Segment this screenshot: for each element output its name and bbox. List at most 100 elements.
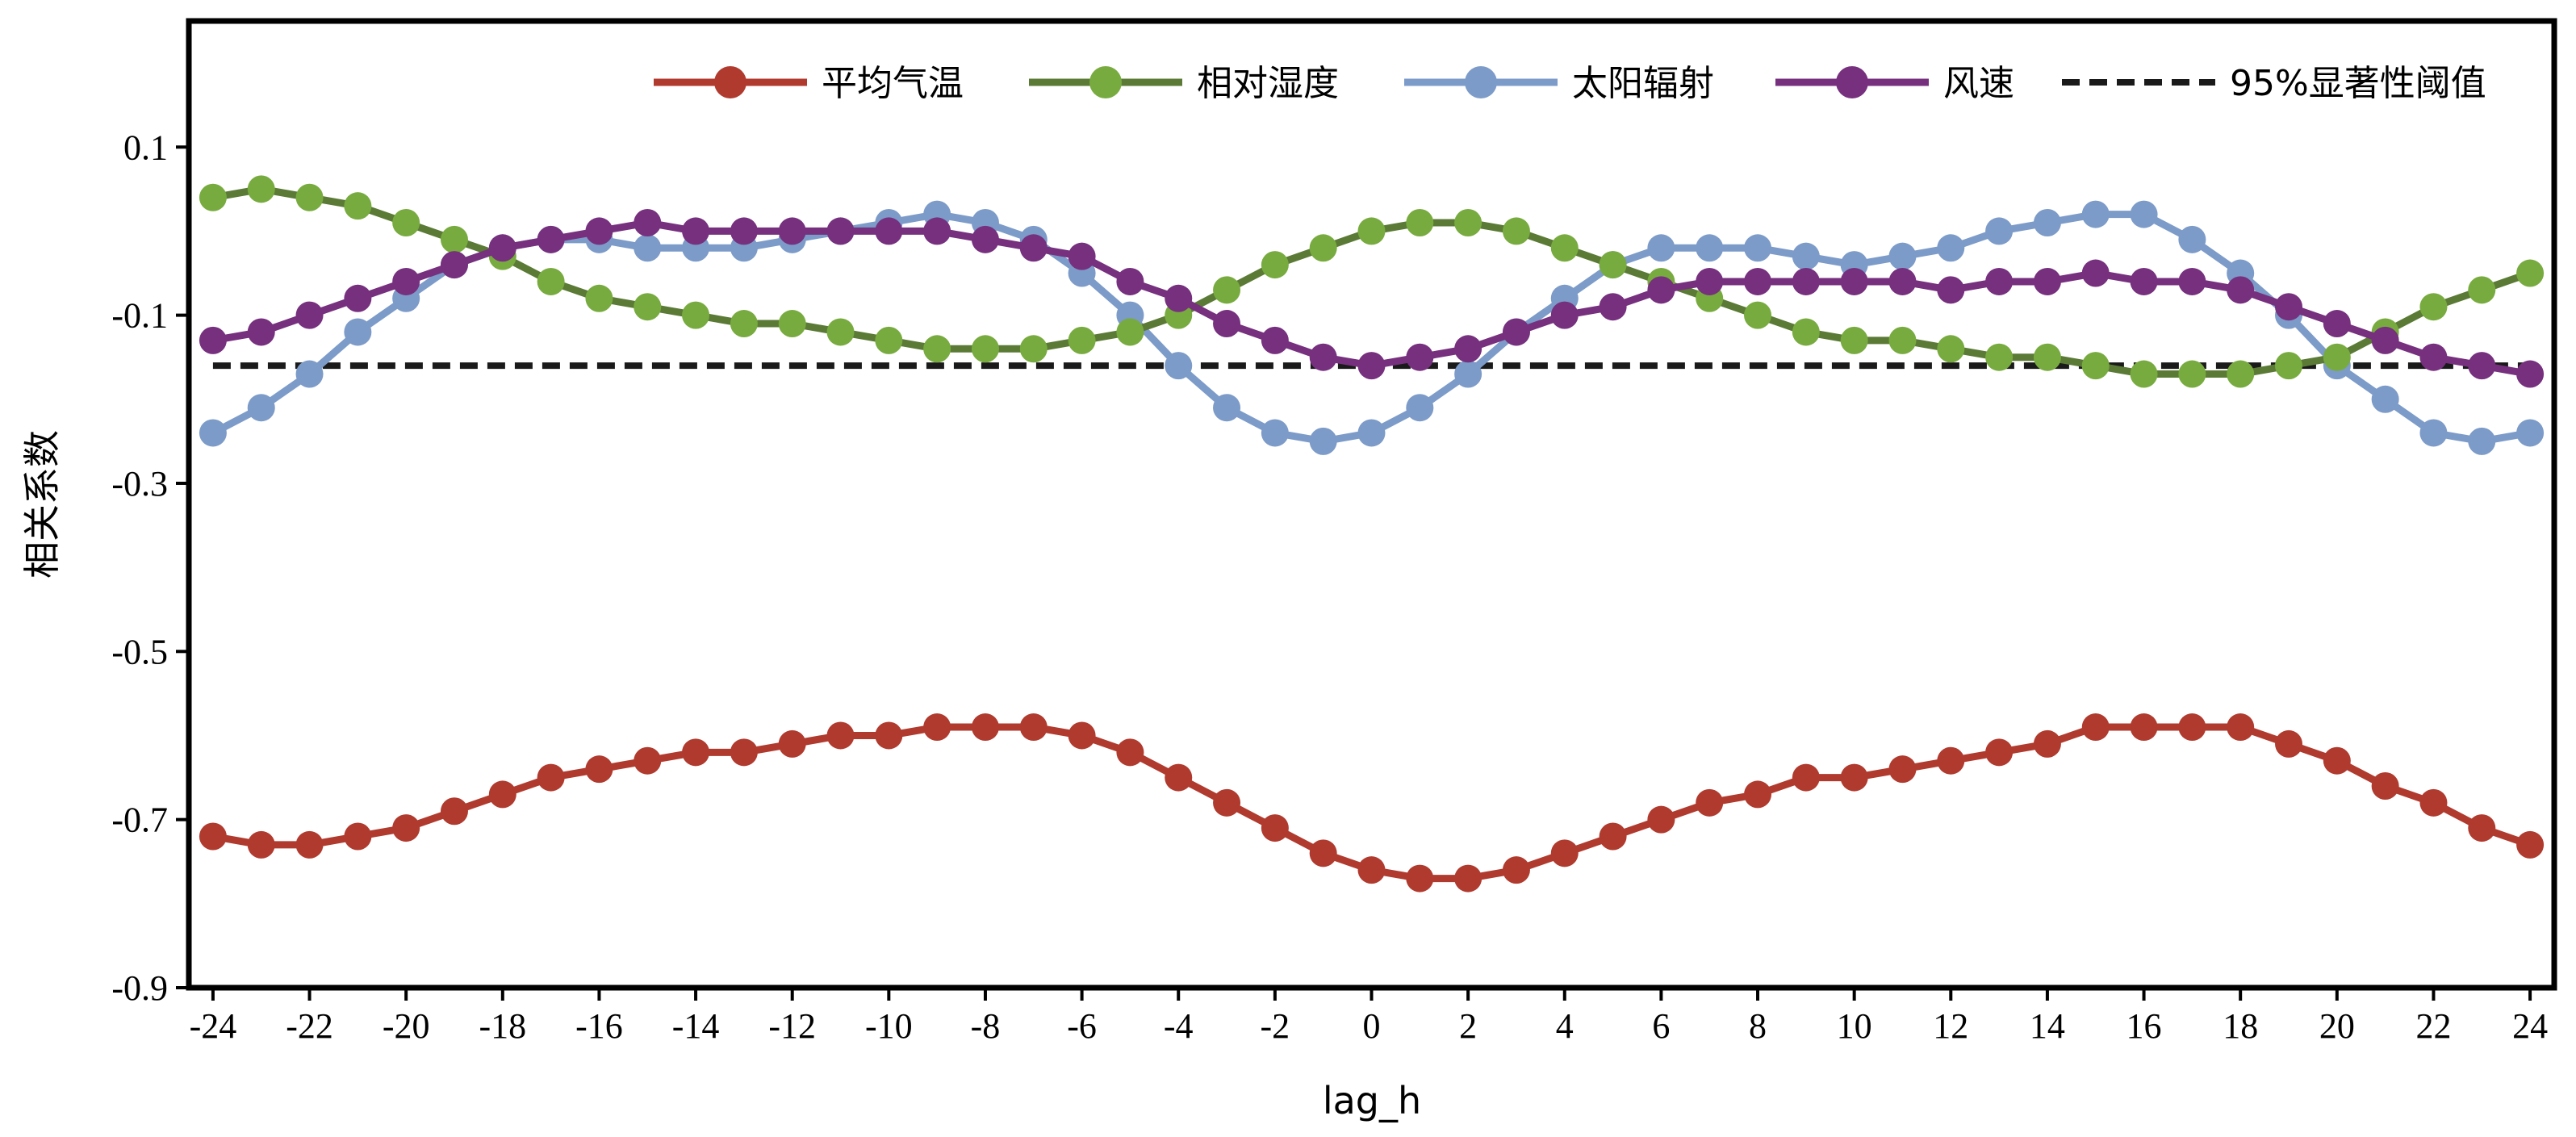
data-point: [875, 721, 903, 750]
data-point: [1213, 310, 1241, 338]
data-point: [344, 284, 372, 312]
x-tick-label: 22: [2415, 1006, 2451, 1046]
data-point: [488, 234, 516, 262]
data-point: [1502, 856, 1530, 884]
x-tick-label: 12: [1933, 1006, 1968, 1046]
data-point: [2033, 267, 2061, 295]
data-point: [2178, 267, 2206, 295]
data-point: [2178, 713, 2206, 742]
data-point: [2178, 360, 2206, 388]
y-tick-label: -0.9: [111, 968, 168, 1008]
data-point: [682, 738, 710, 767]
data-point: [1647, 234, 1675, 262]
data-point: [1261, 251, 1289, 279]
x-tick-label: -6: [1067, 1006, 1097, 1046]
x-tick-label: 8: [1749, 1006, 1767, 1046]
data-point: [1888, 755, 1917, 784]
data-point: [2033, 343, 2061, 371]
x-tick-label: -16: [575, 1006, 623, 1046]
data-point: [344, 318, 372, 346]
x-tick-label: -4: [1164, 1006, 1194, 1046]
data-point: [1454, 360, 1482, 388]
plot-area: [186, 18, 2557, 991]
legend-item: 风速: [1775, 63, 2014, 104]
data-point: [2081, 259, 2110, 287]
data-point: [1696, 234, 1724, 262]
data-point: [2516, 259, 2545, 287]
y-tick-label: -0.1: [111, 296, 168, 336]
x-tick-label: -24: [190, 1006, 237, 1046]
data-point: [923, 217, 951, 245]
x-tick-label: -20: [383, 1006, 430, 1046]
data-point: [1888, 326, 1917, 354]
data-point: [1550, 234, 1579, 262]
data-point: [1309, 343, 1337, 371]
data-point: [392, 267, 420, 295]
data-point: [1937, 276, 1965, 304]
x-tick-label: 14: [2030, 1006, 2065, 1046]
y-tick-label: -0.5: [111, 632, 168, 671]
x-tick-label: -8: [971, 1006, 1001, 1046]
data-point: [1792, 242, 1820, 270]
data-point: [2371, 385, 2399, 413]
data-point: [1068, 326, 1096, 354]
data-point: [2178, 225, 2206, 253]
data-point: [730, 310, 758, 338]
x-tick-label: 20: [2319, 1006, 2355, 1046]
data-point: [1985, 343, 2014, 371]
data-point: [585, 217, 613, 245]
data-point: [1696, 267, 1724, 295]
data-point: [634, 746, 662, 775]
data-point: [826, 721, 855, 750]
data-point: [1599, 293, 1627, 321]
x-tick-label: 18: [2223, 1006, 2258, 1046]
legend-marker: [1465, 66, 1497, 98]
data-point: [440, 797, 468, 826]
data-point: [2371, 771, 2399, 800]
data-point: [730, 738, 758, 767]
x-tick-label: -18: [479, 1006, 526, 1046]
data-point: [1019, 234, 1048, 262]
data-point: [1985, 738, 2014, 767]
data-point: [295, 183, 324, 211]
legend: 平均气温 相对湿度 太阳辐射 风速 95%显著性阈值: [654, 63, 2486, 104]
data-point: [1357, 217, 1386, 245]
x-axis: -24 -22 -20 -18 -16 -14 -12 -10 -8 -6 -4 -2 0 2 4 6 8 10 1…: [190, 988, 2548, 1046]
data-point: [634, 234, 662, 262]
data-point: [971, 335, 999, 363]
data-point: [1116, 318, 1144, 346]
y-tick-label: -0.7: [111, 800, 168, 840]
data-point: [2275, 352, 2303, 380]
data-point: [295, 301, 324, 329]
legend-label: 95%显著性阈值: [2230, 63, 2486, 104]
data-point: [2516, 360, 2545, 388]
series-3: [199, 209, 2545, 388]
data-point: [682, 301, 710, 329]
x-tick-label: 10: [1837, 1006, 1872, 1046]
data-point: [730, 217, 758, 245]
data-point: [2275, 293, 2303, 321]
data-point: [1937, 234, 1965, 262]
data-point: [1068, 242, 1096, 270]
data-point: [2275, 729, 2303, 758]
data-point: [1261, 419, 1289, 447]
data-point: [1116, 267, 1144, 295]
data-point: [2419, 293, 2448, 321]
data-point: [1357, 419, 1386, 447]
data-point: [2081, 352, 2110, 380]
data-point: [2516, 419, 2545, 447]
data-point: [1261, 814, 1289, 842]
data-point: [1213, 788, 1241, 817]
data-point: [1019, 335, 1048, 363]
data-point: [247, 318, 275, 346]
data-point: [537, 267, 565, 295]
data-point: [2468, 814, 2496, 842]
data-point: [199, 419, 227, 447]
data-point: [295, 830, 324, 859]
y-tick-label: -0.3: [111, 464, 168, 504]
data-point: [2081, 713, 2110, 742]
data-point: [2081, 200, 2110, 228]
data-point: [1454, 209, 1482, 237]
y-tick-label: 0.1: [123, 127, 168, 167]
